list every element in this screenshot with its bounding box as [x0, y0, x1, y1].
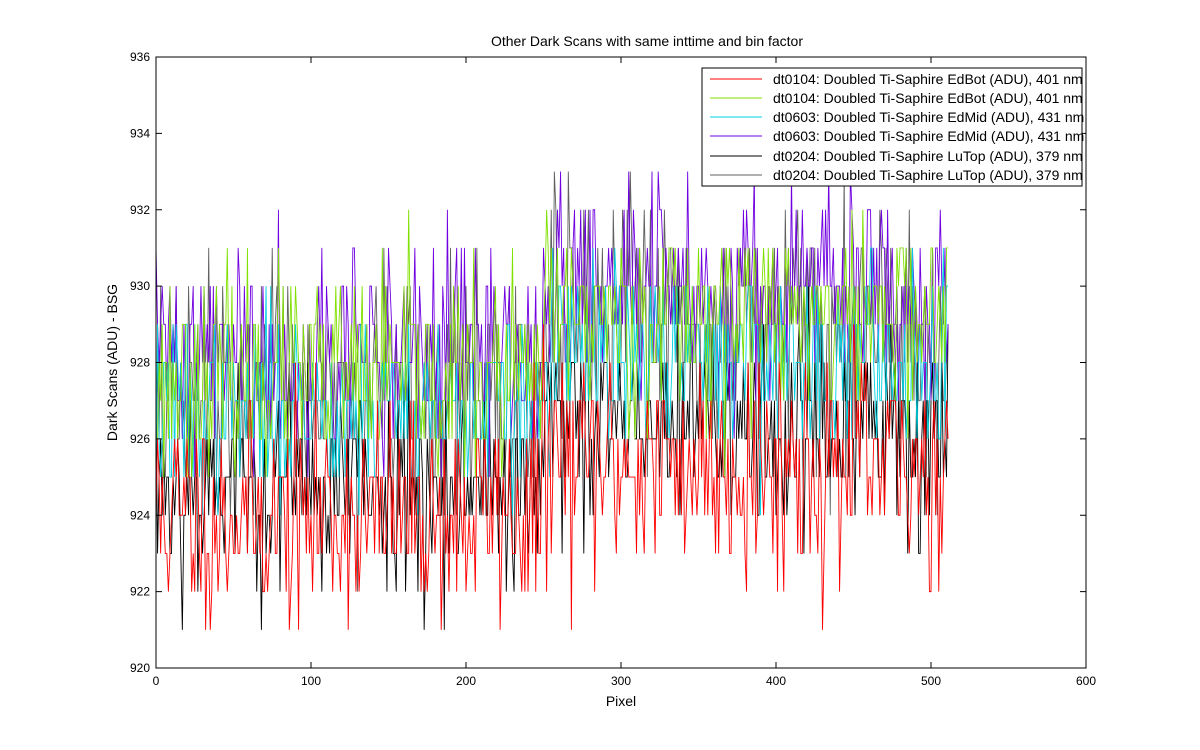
- x-tick-label: 600: [1076, 674, 1096, 688]
- y-tick-label: 928: [130, 356, 150, 370]
- y-tick-label: 930: [130, 279, 150, 293]
- x-tick-label: 300: [611, 674, 631, 688]
- y-axis: 920 922 924 926 928 930 932 934 936: [130, 50, 1086, 675]
- y-axis-title: Dark Scans (ADU) - BSG: [104, 284, 120, 441]
- legend-label: dt0104: Doubled Ti-Saphire EdBot (ADU), …: [773, 71, 1083, 87]
- legend-label: dt0204: Doubled Ti-Saphire LuTop (ADU), …: [773, 167, 1083, 183]
- x-axis-title: Pixel: [606, 693, 636, 709]
- series-line-4: [155, 286, 949, 630]
- legend-entry: dt0104: Doubled Ti-Saphire EdBot (ADU), …: [710, 71, 1083, 87]
- legend-label: dt0104: Doubled Ti-Saphire EdBot (ADU), …: [773, 90, 1083, 106]
- legend-entry: dt0603: Doubled Ti-Saphire EdMid (ADU), …: [710, 109, 1084, 125]
- x-axis: 0 100 200 300 400 500 600: [153, 57, 1096, 688]
- legend-label: dt0603: Doubled Ti-Saphire EdMid (ADU), …: [773, 128, 1084, 144]
- y-tick-label: 920: [130, 661, 150, 675]
- y-tick-label: 932: [130, 203, 150, 217]
- y-tick-label: 924: [130, 508, 150, 522]
- legend-entry: dt0204: Doubled Ti-Saphire LuTop (ADU), …: [710, 167, 1083, 183]
- legend-entry: dt0204: Doubled Ti-Saphire LuTop (ADU), …: [710, 148, 1083, 164]
- x-tick-label: 100: [301, 674, 321, 688]
- series-line-0: [155, 324, 949, 630]
- legend-box: [701, 67, 1083, 187]
- y-tick-label: 934: [130, 126, 150, 140]
- y-tick-label: 922: [130, 585, 150, 599]
- series-layer: [155, 171, 949, 630]
- y-tick-label: 926: [130, 432, 150, 446]
- legend-entry: dt0603: Doubled Ti-Saphire EdMid (ADU), …: [710, 128, 1084, 144]
- legend-label: dt0204: Doubled Ti-Saphire LuTop (ADU), …: [773, 148, 1083, 164]
- x-tick-label: 200: [456, 674, 476, 688]
- x-tick-label: 400: [766, 674, 786, 688]
- x-tick-label: 0: [153, 674, 160, 688]
- y-tick-label: 936: [130, 50, 150, 64]
- legend: dt0104: Doubled Ti-Saphire EdBot (ADU), …: [701, 67, 1084, 187]
- legend-entry: dt0104: Doubled Ti-Saphire EdBot (ADU), …: [710, 90, 1083, 106]
- x-tick-label: 500: [921, 674, 941, 688]
- chart-title: Other Dark Scans with same inttime and b…: [491, 33, 803, 49]
- legend-label: dt0603: Doubled Ti-Saphire EdMid (ADU), …: [773, 109, 1084, 125]
